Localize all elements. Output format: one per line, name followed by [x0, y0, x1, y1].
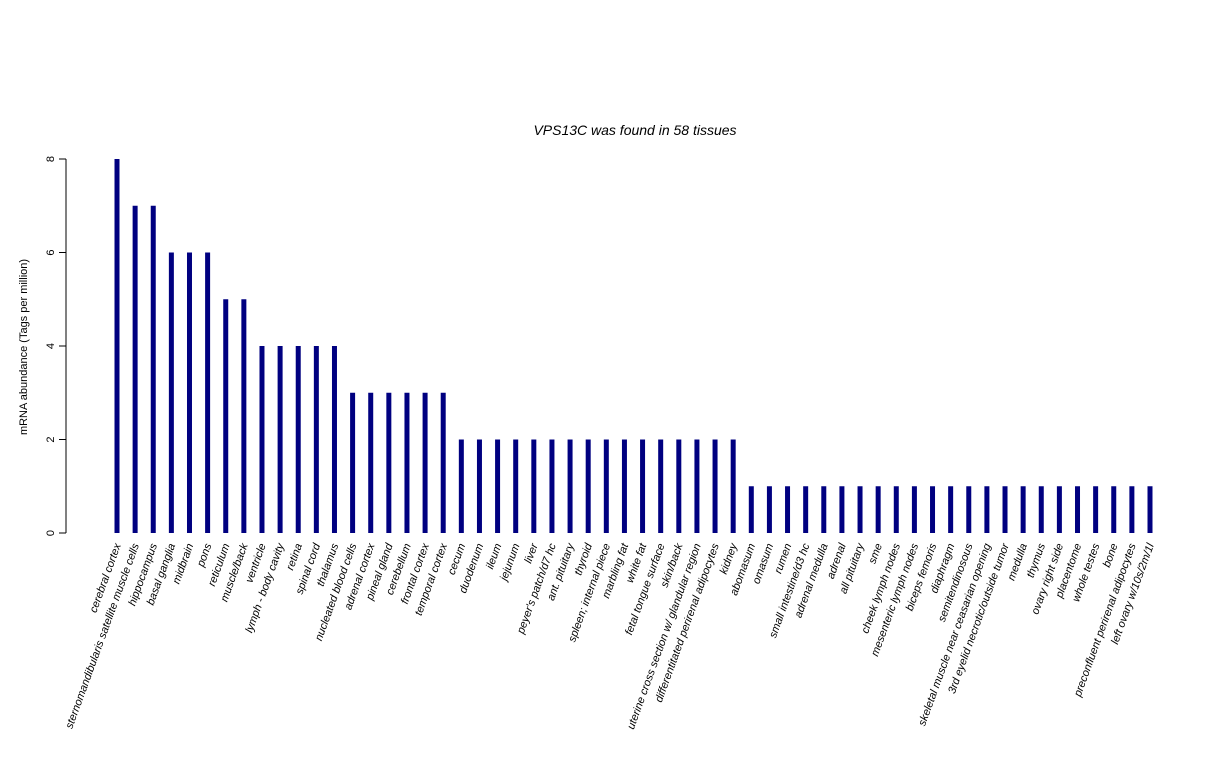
bar — [386, 392, 392, 533]
bar — [785, 486, 791, 533]
bar — [422, 392, 428, 533]
bar — [476, 439, 482, 533]
bar — [948, 486, 954, 533]
bar — [114, 159, 120, 533]
y-tick-label: 6 — [45, 249, 57, 255]
bar — [1111, 486, 1117, 533]
bar — [458, 439, 464, 533]
bar — [748, 486, 754, 533]
bar — [875, 486, 881, 533]
bar — [567, 439, 573, 533]
bar — [1038, 486, 1044, 533]
y-tick-label: 4 — [45, 343, 57, 349]
x-tick-label: liver — [522, 541, 541, 565]
bar — [495, 439, 501, 533]
bar — [513, 439, 519, 533]
bar — [694, 439, 700, 533]
bar — [1056, 486, 1062, 533]
bar — [168, 252, 174, 533]
bar — [712, 439, 718, 533]
bar — [549, 439, 555, 533]
bar — [839, 486, 845, 533]
bar — [531, 439, 537, 533]
bar — [259, 346, 265, 533]
bar — [603, 439, 609, 533]
bar — [585, 439, 591, 533]
bar — [205, 252, 211, 533]
bar — [857, 486, 863, 533]
bar — [368, 392, 374, 533]
bar — [150, 205, 156, 533]
x-tick-label: bone — [1101, 542, 1121, 569]
chart-title: VPS13C was found in 58 tissues — [533, 122, 736, 138]
bar — [893, 486, 899, 533]
bar — [186, 252, 192, 533]
bar — [621, 439, 627, 533]
bar — [676, 439, 682, 533]
y-tick-label: 8 — [45, 156, 57, 162]
bar — [241, 299, 247, 533]
bar — [1093, 486, 1099, 533]
bar — [821, 486, 827, 533]
bar — [1002, 486, 1008, 533]
bars — [114, 159, 1153, 533]
x-tick-label: sme — [867, 542, 885, 566]
bar — [223, 299, 229, 533]
bar — [911, 486, 917, 533]
bar — [350, 392, 356, 533]
y-tick-label: 0 — [45, 530, 57, 536]
bar — [1075, 486, 1081, 533]
y-axis-label: mRNA abundance (Tags per million) — [18, 259, 30, 435]
bar — [984, 486, 990, 533]
bar — [803, 486, 809, 533]
y-tick-label: 2 — [45, 436, 57, 442]
bar — [658, 439, 664, 533]
bar — [440, 392, 446, 533]
bar — [313, 346, 319, 533]
bar — [966, 486, 972, 533]
bar — [930, 486, 936, 533]
bar — [404, 392, 410, 533]
bar — [331, 346, 337, 533]
bar — [277, 346, 283, 533]
x-tick-label: pons — [195, 541, 215, 569]
bar — [1020, 486, 1026, 533]
bar — [1129, 486, 1135, 533]
bar — [640, 439, 646, 533]
y-axis-ticks: 0 2 4 6 8 — [45, 156, 66, 536]
bar — [730, 439, 736, 533]
bar — [1147, 486, 1153, 533]
bar — [132, 205, 138, 533]
bar — [766, 486, 772, 533]
bar — [295, 346, 301, 533]
